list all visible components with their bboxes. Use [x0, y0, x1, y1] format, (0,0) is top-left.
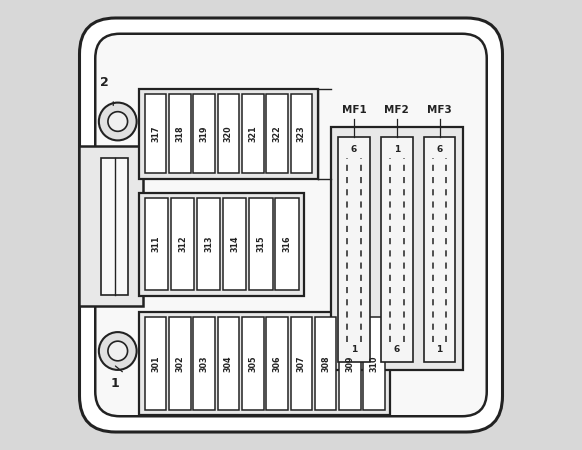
Bar — [290, 94, 312, 173]
Text: 1: 1 — [351, 345, 357, 354]
Text: 315: 315 — [256, 236, 265, 252]
Text: 301: 301 — [151, 355, 160, 372]
Text: 322: 322 — [272, 126, 282, 142]
Bar — [218, 94, 239, 173]
Text: 303: 303 — [200, 355, 209, 372]
Text: 1: 1 — [393, 145, 400, 154]
Text: 305: 305 — [249, 355, 257, 372]
Bar — [193, 94, 215, 173]
Bar — [171, 198, 194, 290]
Text: 311: 311 — [152, 236, 161, 252]
Bar — [249, 198, 272, 290]
Text: 6: 6 — [351, 145, 357, 154]
Bar — [145, 94, 166, 173]
Bar — [101, 158, 128, 295]
Text: 1: 1 — [111, 377, 120, 390]
Circle shape — [99, 103, 137, 140]
Text: 316: 316 — [282, 236, 292, 252]
Text: 317: 317 — [151, 126, 160, 142]
Text: 313: 313 — [204, 236, 213, 252]
Text: 304: 304 — [224, 355, 233, 372]
Bar — [290, 317, 312, 410]
Circle shape — [108, 341, 127, 361]
Bar — [193, 317, 215, 410]
Bar — [315, 317, 336, 410]
Bar — [197, 198, 221, 290]
Bar — [266, 317, 288, 410]
Text: 321: 321 — [249, 126, 257, 142]
Text: MF1: MF1 — [342, 105, 367, 115]
Bar — [218, 317, 239, 410]
Text: 6: 6 — [436, 145, 443, 154]
Bar — [338, 137, 370, 362]
Bar — [266, 94, 288, 173]
Text: 1: 1 — [436, 345, 443, 354]
Text: 307: 307 — [297, 355, 306, 372]
Text: 320: 320 — [224, 126, 233, 142]
FancyBboxPatch shape — [80, 18, 502, 432]
Text: 323: 323 — [297, 126, 306, 142]
Text: MF3: MF3 — [427, 105, 452, 115]
Text: MF2: MF2 — [384, 105, 409, 115]
Bar — [424, 137, 455, 362]
Text: 318: 318 — [175, 126, 184, 142]
Text: 302: 302 — [175, 355, 184, 372]
Bar — [242, 94, 264, 173]
Text: 314: 314 — [230, 236, 239, 252]
Bar — [145, 198, 168, 290]
Text: 309: 309 — [346, 355, 354, 372]
Text: 310: 310 — [370, 355, 379, 372]
FancyBboxPatch shape — [95, 34, 487, 416]
Bar — [275, 198, 299, 290]
Bar — [381, 137, 413, 362]
Bar — [80, 146, 143, 306]
Bar — [139, 193, 304, 296]
Text: 2: 2 — [100, 76, 108, 89]
Bar — [242, 317, 264, 410]
Text: 319: 319 — [200, 126, 209, 142]
Text: 6: 6 — [393, 345, 400, 354]
Bar — [139, 312, 391, 415]
Bar — [339, 317, 361, 410]
Bar — [139, 89, 318, 179]
Bar — [145, 317, 166, 410]
Text: 306: 306 — [272, 355, 282, 372]
Circle shape — [108, 112, 127, 131]
Bar — [169, 317, 191, 410]
Bar — [223, 198, 246, 290]
Circle shape — [99, 332, 137, 370]
Bar — [169, 94, 191, 173]
Text: 312: 312 — [178, 236, 187, 252]
Text: 308: 308 — [321, 355, 330, 372]
Bar — [363, 317, 385, 410]
Bar — [331, 127, 463, 370]
